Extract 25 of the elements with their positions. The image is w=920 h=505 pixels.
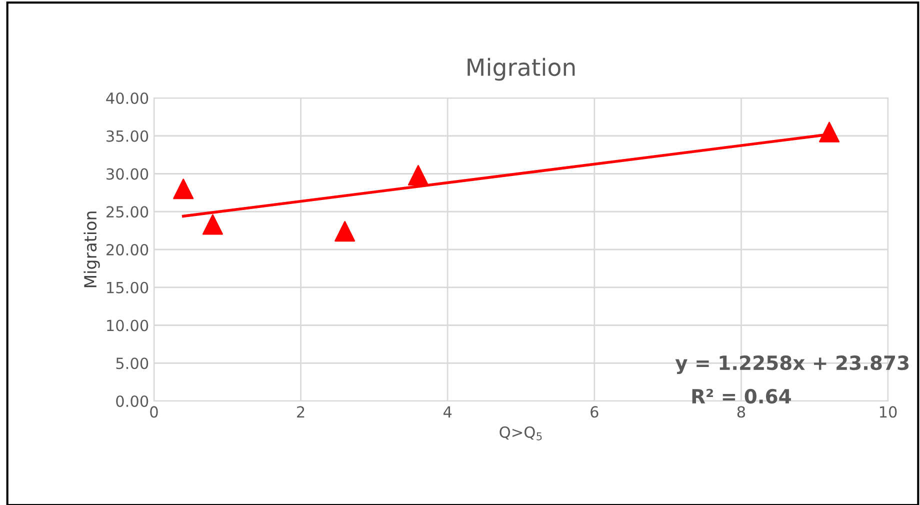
x-tick-label: 2 xyxy=(297,406,304,418)
y-axis-title: Migration xyxy=(84,212,100,288)
x-axis-title: Q>Q$_{5}$ xyxy=(500,426,542,440)
y-tick-label: 15.00 xyxy=(107,282,148,294)
point xyxy=(202,214,223,235)
y-tick-label: 10.00 xyxy=(107,320,148,332)
y-tick-label: 25.00 xyxy=(106,206,148,218)
y-tick-label: 35.00 xyxy=(106,130,148,142)
x-tick-label: 8 xyxy=(737,406,746,418)
y-tick-label: 0.00 xyxy=(116,395,148,408)
chart-title: Migration xyxy=(468,58,575,81)
y-tick-label: 20.00 xyxy=(106,244,148,256)
y-tick-label: 30.00 xyxy=(106,168,148,180)
point xyxy=(408,165,429,186)
point xyxy=(334,221,356,242)
y-tick-label: 5.00 xyxy=(116,358,148,370)
x-tick-label: 4 xyxy=(443,406,452,418)
point xyxy=(173,178,194,200)
x-tick-label: 6 xyxy=(590,406,598,418)
point xyxy=(819,122,840,142)
annotation: R² = 0.64 xyxy=(692,388,791,404)
x-tick-label: 10 xyxy=(880,406,897,418)
x-tick-label: 0 xyxy=(150,406,158,418)
y-tick-label: 40.00 xyxy=(106,92,148,104)
annotation: y = 1.2258x + 23.873 xyxy=(675,355,909,374)
